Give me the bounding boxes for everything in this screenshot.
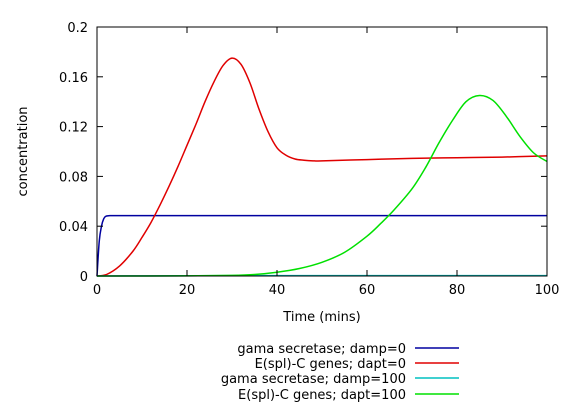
legend-label: gama secretase; damp=100 <box>221 372 406 387</box>
y-tick-label: 0.16 <box>59 71 88 86</box>
y-tick-label: 0.2 <box>67 21 88 36</box>
series-layer <box>96 57 548 277</box>
series-line-2 <box>96 57 548 277</box>
y-tick-label: 0.04 <box>59 220 88 235</box>
x-axis-title: Time (mins) <box>282 310 360 325</box>
y-axis: 0 0.04 0.08 0.12 0.16 0.2 <box>59 21 547 285</box>
legend-label: gama secretase; damp=0 <box>237 342 406 357</box>
x-axis: 0 20 40 60 80 100 <box>93 27 560 298</box>
x-tick-label: 80 <box>449 283 466 298</box>
legend-label: E(spl)-C genes; dapt=100 <box>238 388 406 403</box>
y-tick-label: 0.12 <box>59 121 88 136</box>
y-axis-title: concentration <box>16 106 31 196</box>
x-tick-label: 100 <box>535 283 560 298</box>
x-tick-label: 20 <box>179 283 196 298</box>
legend: gama secretase; damp=0E(spl)-C genes; da… <box>221 342 459 403</box>
x-tick-label: 40 <box>269 283 286 298</box>
series-line-4 <box>96 94 548 277</box>
series-line-1 <box>96 214 547 277</box>
plot-frame <box>96 26 548 277</box>
y-tick-label: 0 <box>80 270 88 285</box>
x-tick-label: 60 <box>359 283 376 298</box>
x-tick-label: 0 <box>93 283 101 298</box>
legend-label: E(spl)-C genes; dapt=0 <box>255 357 406 372</box>
y-tick-label: 0.08 <box>59 170 88 185</box>
